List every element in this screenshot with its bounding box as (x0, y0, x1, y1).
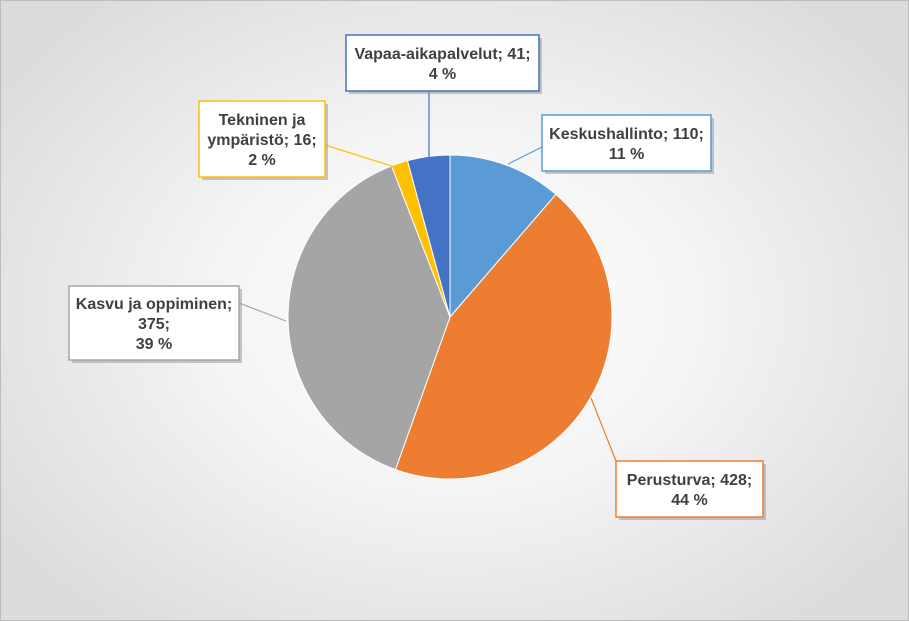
pie-slice-kasvu-ja-oppiminen (287, 165, 451, 471)
data-labels-layer: Keskushallinto; 110; 11 % Perusturva; 428;… (68, 34, 766, 520)
leader-line-kasvu-ja-oppiminen (238, 302, 287, 322)
slices-layer (287, 154, 613, 480)
data-label-tekninen-ja-ymparisto: Tekninen ja ympäristö; 16; 2 % (198, 100, 328, 180)
leader-line-keskushallinto (507, 146, 543, 165)
data-label-line: 4 % (429, 66, 457, 83)
data-label-box (345, 34, 540, 92)
data-label-line: 2 % (248, 152, 276, 169)
data-label-line: Kasvu ja oppiminen; (76, 296, 232, 313)
data-label-perusturva: Perusturva; 428; 44 % (615, 460, 766, 520)
data-label-line: Keskushallinto; 110; (549, 126, 704, 143)
data-label-vapaa-aikapalvelut: Vapaa-aikapalvelut; 41; 4 % (345, 34, 542, 94)
data-label-line: Vapaa-aikapalvelut; 41; (354, 46, 530, 63)
data-label-line: 39 % (136, 336, 172, 353)
data-label-keskushallinto: Keskushallinto; 110; 11 % (541, 114, 714, 174)
data-label-kasvu-ja-oppiminen: Kasvu ja oppiminen; 375; 39 % (68, 285, 242, 363)
data-label-line: ympäristö; 16; (207, 132, 316, 149)
leader-line-tekninen-ja-ymparisto (324, 144, 399, 169)
data-label-line: Perusturva; 428; (627, 472, 752, 489)
data-label-box (68, 285, 240, 361)
pie-slice-perusturva (394, 193, 613, 480)
data-label-line: Tekninen ja (219, 112, 306, 129)
data-label-box (198, 100, 326, 178)
data-label-box (541, 114, 712, 172)
leader-lines-layer (238, 91, 617, 462)
data-label-line: 11 % (609, 146, 645, 163)
leader-line-perusturva (590, 397, 617, 462)
pie-slice-keskushallinto (449, 154, 557, 319)
data-label-line: 375; (138, 316, 170, 333)
data-label-line: 44 % (671, 492, 707, 509)
data-label-box (615, 460, 764, 518)
